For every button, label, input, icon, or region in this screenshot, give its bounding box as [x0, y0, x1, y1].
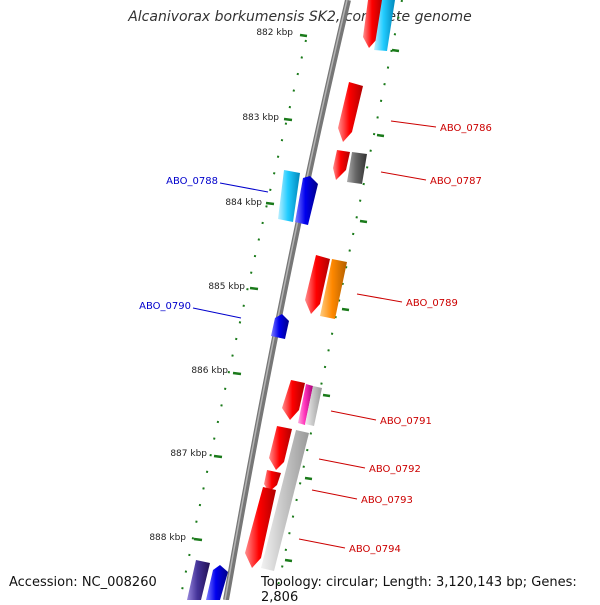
gene-arrow-abo-0791-lightgray[interactable] [305, 386, 322, 426]
gene-arrow-red-top[interactable] [363, 0, 383, 48]
gene-arrow-navy-bottom[interactable] [187, 560, 210, 600]
tick-mark-882 [299, 33, 308, 38]
gene-arrow-abo-0786[interactable] [338, 82, 363, 142]
genome-backbone [223, 0, 351, 600]
leader-abo-0793 [311, 489, 358, 500]
gene-label-abo-0788[interactable]: ABO_0788 [166, 176, 218, 187]
gene-arrow-abo-0791-red[interactable] [282, 380, 305, 420]
outer-tick [322, 393, 331, 398]
genome-summary-text: Topology: circular; Length: 3,120,143 bp… [261, 575, 577, 605]
gene-arrow-abo-0787-gray[interactable] [347, 152, 367, 184]
tick-mark-887 [213, 454, 223, 459]
scale-dotted-outer [274, 0, 403, 600]
outer-tick [341, 307, 350, 312]
tick-mark-883 [283, 117, 293, 122]
gene-label-abo-0791[interactable]: ABO_0791 [380, 416, 432, 427]
tick-label-885: 885 kbp [208, 282, 245, 292]
gene-arrow-abo-0787-red[interactable] [333, 150, 350, 180]
gene-arrow-abo-0788-cyan[interactable] [278, 170, 300, 222]
gene-arrow-abo-0792[interactable] [269, 426, 292, 470]
gene-label-abo-0792[interactable]: ABO_0792 [369, 464, 421, 475]
gene-arrow-blue-bottom[interactable] [206, 565, 228, 600]
tick-label-886: 886 kbp [191, 366, 228, 376]
scale-dotted-inner [179, 39, 307, 600]
gene-label-abo-0786[interactable]: ABO_0786 [440, 123, 492, 134]
leader-abo-0786 [390, 120, 437, 128]
outer-tick [376, 133, 385, 138]
tick-label-888: 888 kbp [149, 533, 186, 543]
gene-arrow-abo-0788-blue[interactable] [295, 176, 318, 225]
gene-arrow-abo-0794-red[interactable] [245, 487, 276, 568]
tick-mark-888 [193, 537, 203, 542]
tick-label-887: 887 kbp [170, 449, 207, 459]
gene-arrow-abo-0789-orange[interactable] [320, 259, 347, 319]
leader-abo-0794 [298, 538, 346, 549]
outer-tick [359, 219, 368, 224]
gene-label-abo-0794[interactable]: ABO_0794 [349, 544, 401, 555]
gene-arrow-abo-0790[interactable] [271, 314, 289, 339]
leader-abo-0792 [318, 458, 366, 469]
leader-abo-0787 [380, 171, 427, 181]
outer-tick [391, 48, 400, 53]
leader-abo-0788 [219, 182, 269, 193]
major-ticks [193, 33, 308, 542]
tick-label-883: 883 kbp [242, 113, 279, 123]
gene-label-abo-0789[interactable]: ABO_0789 [406, 298, 458, 309]
gene-arrow-abo-0791-magenta[interactable] [298, 384, 313, 425]
tick-label-882: 882 kbp [256, 28, 293, 38]
gene-arrow-abo-0793[interactable] [264, 470, 281, 492]
genome-backbone-highlight [224, 0, 348, 600]
outer-ticks [284, 48, 400, 563]
outer-tick [304, 476, 313, 481]
tick-mark-885 [249, 286, 259, 291]
gene-label-abo-0793[interactable]: ABO_0793 [361, 495, 413, 506]
accession-text: Accession: NC_008260 [9, 575, 157, 590]
gene-label-abo-0787[interactable]: ABO_0787 [430, 176, 482, 187]
leader-abo-0790 [192, 307, 242, 319]
gene-label-abo-0790[interactable]: ABO_0790 [139, 301, 191, 312]
outer-tick [284, 558, 293, 563]
tick-mark-884 [265, 201, 275, 206]
tick-mark-886 [232, 371, 242, 376]
leader-abo-0791 [330, 410, 377, 421]
gene-arrow-cyan-top[interactable] [374, 0, 395, 51]
gene-arrow-abo-0789-red[interactable] [305, 255, 330, 314]
gene-arrow-abo-0794-lightgray[interactable] [261, 430, 309, 571]
tick-label-884: 884 kbp [225, 198, 262, 208]
leader-abo-0789 [356, 293, 403, 303]
